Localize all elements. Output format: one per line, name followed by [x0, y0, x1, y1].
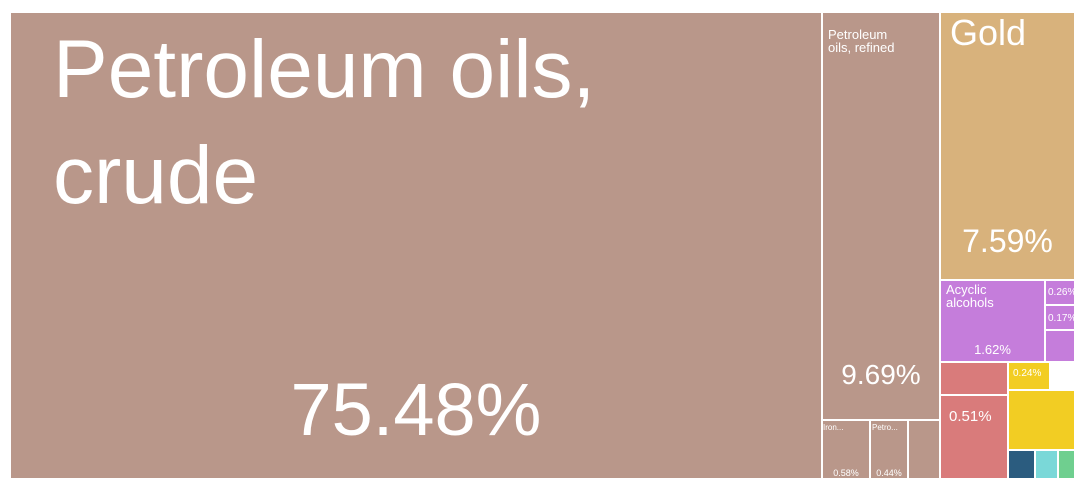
tile: 0.24%	[1008, 362, 1050, 390]
tile	[1008, 390, 1075, 450]
tile-value: 1.62%	[974, 342, 1011, 357]
tile	[1058, 450, 1075, 479]
tile-label: Acyclic alcohols	[946, 282, 994, 310]
tile	[1008, 450, 1035, 479]
tile-label: Gold	[950, 12, 1027, 53]
tile: Iron... 0.58%	[822, 420, 870, 479]
tile	[1035, 450, 1058, 479]
tile-value: 0.58%	[833, 468, 859, 478]
tile: Gold 7.59%	[940, 12, 1075, 280]
tile: Petro... 0.44%	[870, 420, 908, 479]
tile: Petroleum oils, refined 9.69%	[822, 12, 940, 420]
tile-value: 0.17%	[1048, 313, 1075, 324]
tile: Acyclic alcohols 1.62%	[940, 280, 1045, 362]
tile: Petroleum oils, crude 75.48%	[10, 12, 822, 479]
tile-label: Petroleum oils, refined	[828, 27, 895, 55]
tile	[1045, 330, 1075, 362]
tile-label: Petroleum oils, crude	[53, 24, 596, 221]
tile-value: 0.26%	[1048, 287, 1075, 298]
tile: 0.51%	[940, 395, 1008, 479]
tile-value: 0.44%	[876, 468, 902, 478]
tile	[940, 362, 1008, 395]
tile-value: 0.51%	[949, 408, 992, 425]
tile-label: Iron...	[823, 423, 844, 432]
tile: 0.17%	[1045, 305, 1075, 330]
tile-value: 75.48%	[290, 368, 542, 451]
tile-value: 0.24%	[1013, 368, 1042, 379]
tile: 0.26%	[1045, 280, 1075, 305]
tile-value: 7.59%	[962, 223, 1053, 259]
tile-label: Petro...	[872, 423, 898, 432]
tile	[908, 420, 940, 479]
tile-value: 9.69%	[841, 359, 921, 390]
